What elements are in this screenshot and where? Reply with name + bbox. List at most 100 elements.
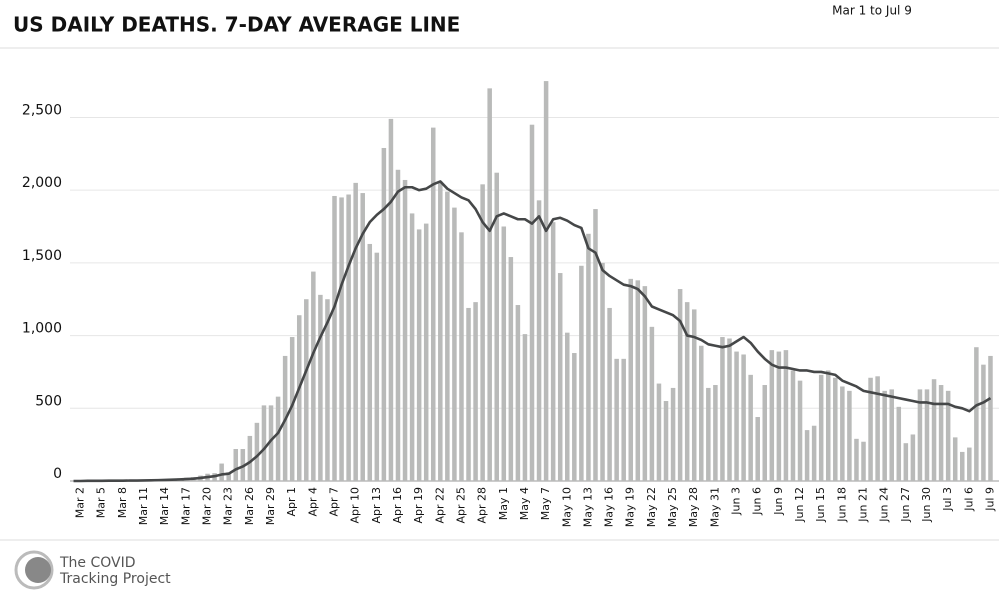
bar <box>572 353 577 481</box>
bar <box>346 194 351 481</box>
bar <box>480 184 485 482</box>
bar <box>974 347 979 481</box>
bar <box>360 193 365 481</box>
bar <box>304 299 309 481</box>
average-line <box>73 180 992 483</box>
footer-line: Tracking Project <box>59 571 171 587</box>
bar <box>706 387 711 481</box>
bar <box>790 370 796 481</box>
x-tick-label: Apr 10 <box>349 487 362 524</box>
x-tick-label: Apr 25 <box>454 487 467 524</box>
bar <box>550 222 556 482</box>
bar <box>783 350 789 481</box>
bar <box>748 374 753 481</box>
bar <box>663 401 669 481</box>
bar <box>529 124 535 482</box>
bar <box>621 358 626 481</box>
bar <box>557 273 563 481</box>
bar <box>833 377 838 481</box>
x-tick-label: Jul 9 <box>983 487 996 512</box>
y-tick-label: 1,500 <box>22 248 62 264</box>
x-tick-label: Mar 11 <box>137 487 150 525</box>
bar <box>691 309 697 481</box>
bar <box>699 345 704 481</box>
footer-line: The COVID <box>59 555 136 571</box>
bar <box>967 447 972 481</box>
x-tick-label: Jun 21 <box>857 487 870 523</box>
bar <box>296 315 302 481</box>
bar <box>409 213 415 481</box>
x-tick-label: Apr 13 <box>370 487 383 524</box>
bar <box>755 417 760 481</box>
bar <box>649 326 655 481</box>
x-tick-label: Mar 20 <box>201 487 214 525</box>
bar <box>840 386 845 481</box>
bar <box>445 191 450 481</box>
bar <box>952 437 958 481</box>
x-tick-label: Jun 15 <box>814 487 827 523</box>
bar <box>367 243 373 481</box>
x-tick-label: Mar 26 <box>243 487 256 525</box>
bar <box>318 294 323 481</box>
bar <box>769 350 775 481</box>
bar <box>945 390 951 481</box>
bar <box>924 389 930 481</box>
bar <box>868 377 873 481</box>
x-tick-label: May 13 <box>581 487 594 527</box>
bar <box>430 127 436 482</box>
x-tick-label: Apr 7 <box>328 487 341 517</box>
x-tick-label: May 4 <box>518 487 531 520</box>
bar <box>339 197 344 482</box>
bar <box>494 172 499 481</box>
x-tick-label: Jul 6 <box>962 487 975 512</box>
bar <box>713 385 718 481</box>
bar <box>889 389 894 481</box>
bar <box>981 364 986 481</box>
bar <box>656 383 662 481</box>
x-tick-label: Jun 18 <box>835 487 848 523</box>
bar <box>938 385 944 481</box>
x-tick-label: Mar 29 <box>264 487 277 525</box>
x-tick-label: Jun 12 <box>793 487 806 523</box>
bar <box>388 118 394 482</box>
bar <box>219 463 224 481</box>
bar <box>818 374 824 481</box>
bar <box>593 209 598 482</box>
bar <box>473 302 478 481</box>
bar <box>804 430 810 481</box>
bar <box>720 337 725 481</box>
bar <box>684 302 690 481</box>
bar <box>677 289 683 481</box>
bar <box>515 305 521 481</box>
bar <box>854 438 859 481</box>
x-tick-label: Jun 27 <box>899 487 912 523</box>
bar <box>642 286 648 481</box>
bar <box>325 299 330 481</box>
bar <box>917 389 923 481</box>
bar <box>910 434 916 481</box>
bar <box>825 370 831 481</box>
x-tick-label: May 16 <box>603 487 616 527</box>
x-tick-label: May 28 <box>687 487 700 527</box>
x-tick-label: Apr 16 <box>391 487 404 524</box>
x-tick-label: May 25 <box>666 487 679 527</box>
y-tick-label: 0 <box>53 466 62 482</box>
logo-ring <box>14 550 54 590</box>
bar <box>741 354 746 481</box>
bar <box>416 229 422 481</box>
x-tick-label: Mar 5 <box>95 487 108 518</box>
bar <box>896 406 902 481</box>
bar <box>452 207 457 481</box>
y-tick-label: 500 <box>35 393 62 409</box>
x-tick-label: Mar 14 <box>158 487 171 525</box>
y-tick-label: 1,000 <box>22 321 62 337</box>
bar <box>226 472 231 481</box>
x-tick-label: May 31 <box>708 487 721 527</box>
x-tick-label: Apr 22 <box>433 487 446 524</box>
bar <box>459 232 464 481</box>
bar <box>289 337 295 481</box>
bar <box>353 182 358 482</box>
bar <box>635 280 641 481</box>
bar <box>875 376 880 481</box>
x-tick-label: Mar 8 <box>116 487 129 518</box>
